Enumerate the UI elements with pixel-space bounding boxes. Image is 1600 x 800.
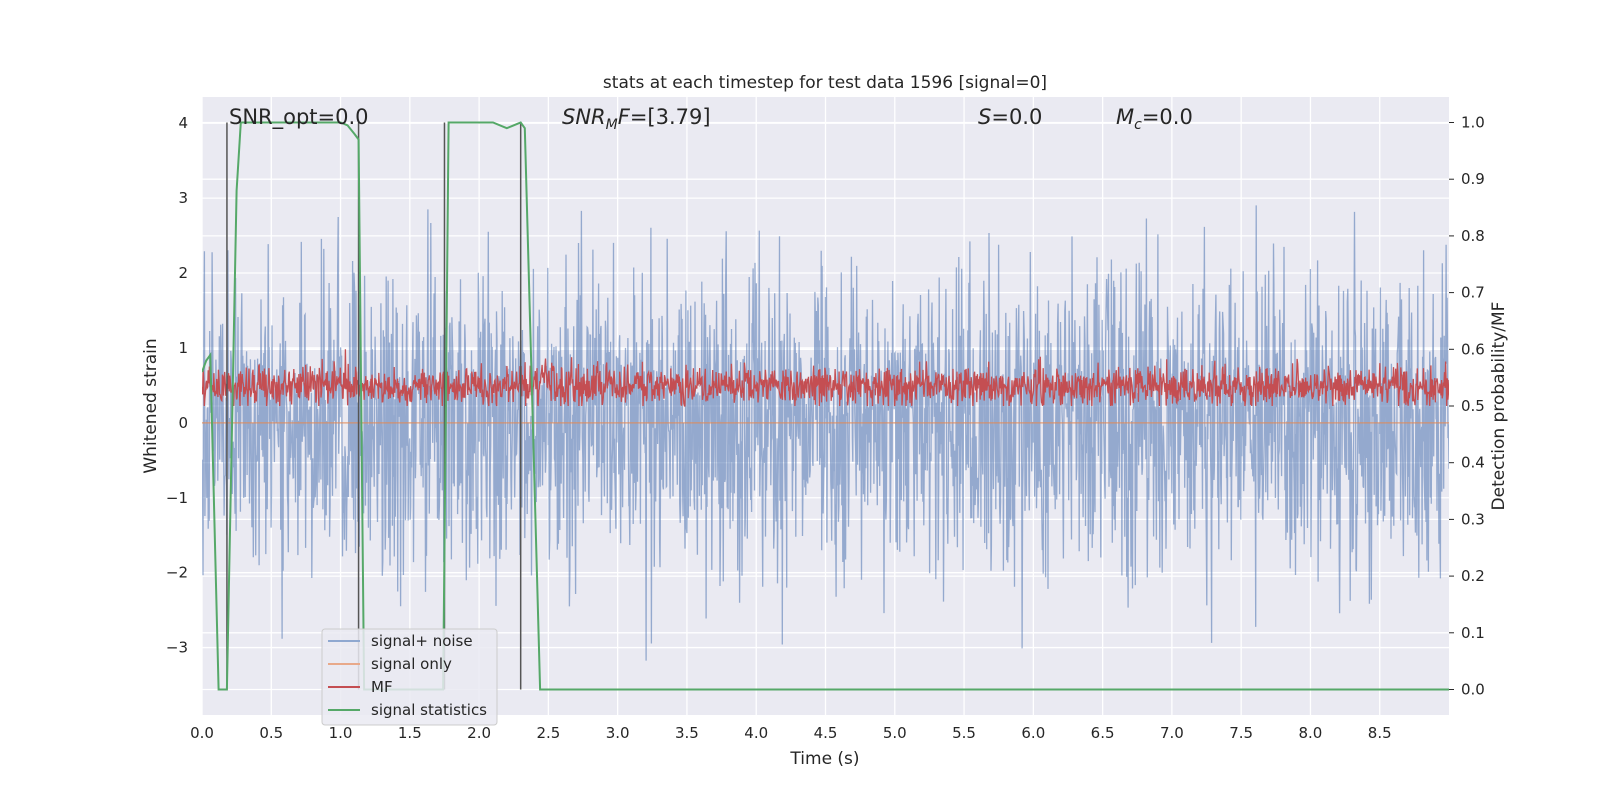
annotation-snr-mf-sub: M: [606, 117, 618, 133]
y-tick-label-left: −2: [166, 564, 188, 582]
y-tick-label-left: 4: [178, 114, 188, 132]
annotation-snr-mf-value: =[3.79]: [630, 105, 711, 129]
series-mf-line: [202, 349, 1449, 407]
y-tick-label-right: 0.5: [1461, 397, 1485, 415]
y-tick-label-left: 2: [178, 264, 188, 282]
y-tick-label-right: 0.4: [1461, 454, 1485, 472]
legend-label-signal-only: signal only: [371, 655, 452, 673]
annotation-mc-sub: c: [1134, 117, 1142, 133]
annotation-snr-opt: SNR_opt=0.0: [229, 105, 369, 130]
annotation-mc-symbol: M: [1116, 105, 1134, 129]
legend-label-signal-noise: signal+ noise: [371, 632, 473, 650]
annotation-s: S=0.0: [978, 105, 1042, 129]
x-tick-label: 0.5: [259, 724, 283, 742]
x-tick-label: 7.0: [1160, 724, 1184, 742]
series-mf: [202, 349, 1449, 407]
series-signal-statistics-line: [202, 121, 1449, 691]
y-tick-label-right: 0.3: [1461, 510, 1485, 528]
y-ticks-left: 4 3 2 1 0 −1 −2 −3: [166, 114, 188, 656]
y-axis-label-left: Whitened strain: [141, 338, 161, 473]
x-tick-label: 4.0: [744, 724, 768, 742]
y-tick-label-right: 0.0: [1461, 680, 1485, 698]
x-tick-label: 1.0: [329, 724, 353, 742]
chart-title: stats at each timestep for test data 159…: [603, 73, 1047, 93]
y-tick-label-right: 0.6: [1461, 340, 1485, 358]
y-tick-label-left: −3: [166, 639, 188, 657]
x-tick-label: 4.5: [814, 724, 838, 742]
x-tick-label: 2.0: [467, 724, 491, 742]
plot-area: [202, 121, 1449, 691]
x-tick-label: 3.0: [606, 724, 630, 742]
x-tick-label: 5.5: [952, 724, 976, 742]
annotation-s-symbol: S: [978, 105, 991, 129]
annotation-snr-mf-main: SNR: [562, 105, 606, 129]
y-tick-label-right: 0.1: [1461, 624, 1485, 642]
y-tick-label-right: 1.0: [1461, 114, 1485, 132]
legend: signal+ noise signal only MF signal stat…: [321, 628, 498, 726]
x-tick-label: 5.0: [883, 724, 907, 742]
x-axis-label: Time (s): [789, 749, 859, 769]
y-tick-label-left: 1: [178, 339, 188, 357]
x-tick-label: 6.0: [1021, 724, 1045, 742]
y-tick-label-left: 0: [178, 414, 188, 432]
x-tick-label: 1.5: [398, 724, 422, 742]
annotation-snr-mf: SNRMF=[3.79]: [562, 105, 711, 133]
annotation-snr-mf-rest: F=[3.79]: [618, 105, 711, 129]
legend-box: [321, 628, 498, 726]
annotation-snr-mf-f: F: [618, 105, 631, 129]
annotation-mc-value: =0.0: [1142, 105, 1193, 129]
legend-label-mf: MF: [371, 678, 393, 696]
x-tick-label: 0.0: [190, 724, 214, 742]
x-ticks: 0.0 0.5 1.0 1.5 2.0 2.5 3.0 3.5 4.0 4.5 5.0 5.5 6.0 6…: [190, 724, 1392, 742]
annotation-mc: Mc=0.0: [1116, 105, 1193, 133]
x-tick-label: 6.5: [1091, 724, 1115, 742]
series-signal-noise: [202, 205, 1449, 661]
x-tick-label: 2.5: [536, 724, 560, 742]
y-axis-label-right: Detection probability/MF: [1489, 302, 1509, 511]
legend-label-signal-statistics: signal statistics: [371, 701, 487, 719]
series-signal-statistics: [202, 121, 1449, 691]
annotation-s-value: =0.0: [991, 105, 1042, 129]
y-tick-label-left: 3: [178, 189, 188, 207]
y-ticks-right: 1.0 0.9 0.8 0.7 0.6 0.5 0.4 0.3 0.2 0.1 0.0: [1449, 114, 1485, 698]
x-tick-label: 8.0: [1299, 724, 1323, 742]
y-tick-label-right: 0.2: [1461, 567, 1485, 585]
y-tick-label-right: 0.7: [1461, 284, 1485, 302]
series-signal-noise-line: [202, 205, 1449, 661]
x-tick-label: 3.5: [675, 724, 699, 742]
y-tick-label-right: 0.9: [1461, 170, 1485, 188]
y-tick-label-right: 0.8: [1461, 227, 1485, 245]
x-tick-label: 7.5: [1229, 724, 1253, 742]
x-tick-label: 8.5: [1368, 724, 1392, 742]
y-tick-label-left: −1: [166, 489, 188, 507]
